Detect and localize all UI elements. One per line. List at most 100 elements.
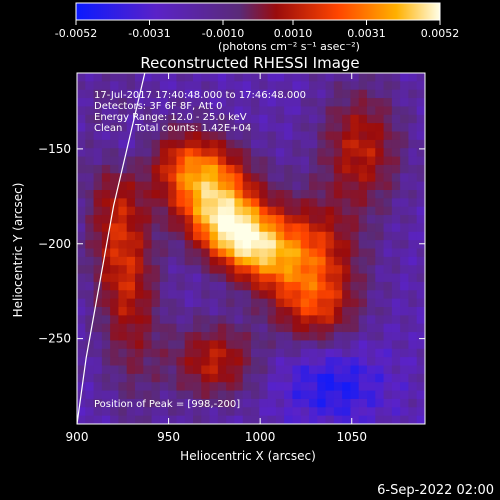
heatmap-cell (234, 215, 244, 225)
heatmap-cell (126, 156, 136, 166)
heatmap-cell (300, 390, 310, 400)
heatmap-cell (309, 415, 318, 424)
heatmap-cell (383, 173, 393, 183)
heatmap-cell (234, 81, 244, 91)
heatmap-cell (85, 273, 95, 283)
heatmap-cell (242, 114, 252, 124)
heatmap-cell (375, 340, 385, 350)
heatmap-cell (184, 198, 194, 208)
heatmap-cell (408, 248, 418, 258)
heatmap-cell (93, 315, 103, 325)
heatmap-cell (85, 89, 95, 99)
heatmap-cell (209, 256, 219, 266)
heatmap-cell (400, 281, 410, 291)
heatmap-cell (110, 89, 120, 99)
heatmap-cell (126, 190, 136, 199)
heatmap-cell (93, 181, 103, 191)
heatmap-cell (226, 315, 236, 325)
heatmap-cell (284, 357, 294, 367)
heatmap-cell (383, 215, 393, 225)
heatmap-cell (267, 131, 277, 141)
heatmap-cell (391, 256, 401, 266)
heatmap-cell (251, 181, 260, 191)
heatmap-cell (135, 181, 144, 191)
heatmap-cell (259, 290, 269, 300)
heatmap-cell (367, 281, 376, 291)
heatmap-cell (408, 315, 418, 325)
heatmap-cell (201, 164, 211, 174)
heatmap-cell (358, 332, 368, 342)
heatmap-cell (234, 307, 244, 316)
heatmap-cell (193, 123, 202, 133)
heatmap-cell (184, 390, 194, 400)
heatmap-cell (143, 323, 153, 333)
heatmap-cell (284, 415, 294, 424)
heatmap-cell (85, 281, 95, 291)
heatmap-cell (234, 181, 244, 191)
heatmap-cell (284, 281, 294, 291)
heatmap-cell (333, 365, 343, 375)
heatmap-cell (342, 348, 352, 358)
heatmap-cell (135, 382, 144, 392)
heatmap-cell (176, 332, 186, 342)
heatmap-cell (85, 248, 95, 258)
heatmap-cell (383, 240, 393, 250)
heatmap-cell (292, 348, 302, 358)
heatmap-cell (358, 398, 368, 408)
heatmap-cell (176, 181, 186, 191)
heatmap-cell (193, 256, 202, 266)
heatmap-cell (242, 248, 252, 258)
heatmap-cell (201, 148, 211, 158)
heatmap-cell (325, 315, 335, 325)
heatmap-cell (251, 273, 260, 283)
heatmap-cell (168, 323, 178, 333)
heatmap-cell (217, 315, 227, 325)
heatmap-cell (383, 265, 393, 275)
heatmap-cell (234, 73, 244, 82)
heatmap-cell (391, 164, 401, 174)
heatmap-cell (292, 198, 302, 208)
heatmap-cell (234, 148, 244, 158)
heatmap-cell (168, 265, 178, 275)
heatmap-cell (234, 390, 244, 400)
heatmap-cell (201, 307, 211, 316)
heatmap-cell (193, 73, 202, 82)
heatmap-cell (259, 231, 269, 241)
heatmap-cell (400, 390, 410, 400)
heatmap-cell (275, 231, 285, 241)
heatmap-cell (342, 398, 352, 408)
heatmap-cell (242, 240, 252, 250)
heatmap-cell (110, 315, 120, 325)
heatmap-cell (118, 373, 128, 383)
heatmap-cell (126, 315, 136, 325)
heatmap-cell (358, 106, 368, 116)
heatmap-cell (226, 332, 236, 342)
heatmap-cell (217, 223, 227, 233)
heatmap-cell (259, 323, 269, 333)
heatmap-cell (400, 307, 410, 316)
heatmap-cell (317, 114, 327, 124)
heatmap-cell (85, 298, 95, 308)
heatmap-cell (193, 139, 202, 149)
heatmap-cell (184, 373, 194, 383)
heatmap-cell (300, 298, 310, 308)
heatmap-cell (350, 73, 360, 82)
heatmap-cell (342, 156, 352, 166)
heatmap-cell (184, 315, 194, 325)
heatmap-cell (350, 415, 360, 424)
heatmap-cell (350, 98, 360, 108)
heatmap-cell (400, 206, 410, 216)
heatmap-cell (126, 181, 136, 191)
heatmap-cell (350, 357, 360, 367)
heatmap-cell (118, 206, 128, 216)
heatmap-cell (209, 348, 219, 358)
heatmap-cell (184, 332, 194, 342)
heatmap-cell (408, 398, 418, 408)
heatmap-cell (242, 307, 252, 316)
heatmap-cell (135, 131, 144, 141)
heatmap-cell (342, 298, 352, 308)
heatmap-cell (333, 98, 343, 108)
heatmap-cell (193, 373, 202, 383)
heatmap-cell (251, 307, 260, 316)
heatmap-cell (201, 298, 211, 308)
